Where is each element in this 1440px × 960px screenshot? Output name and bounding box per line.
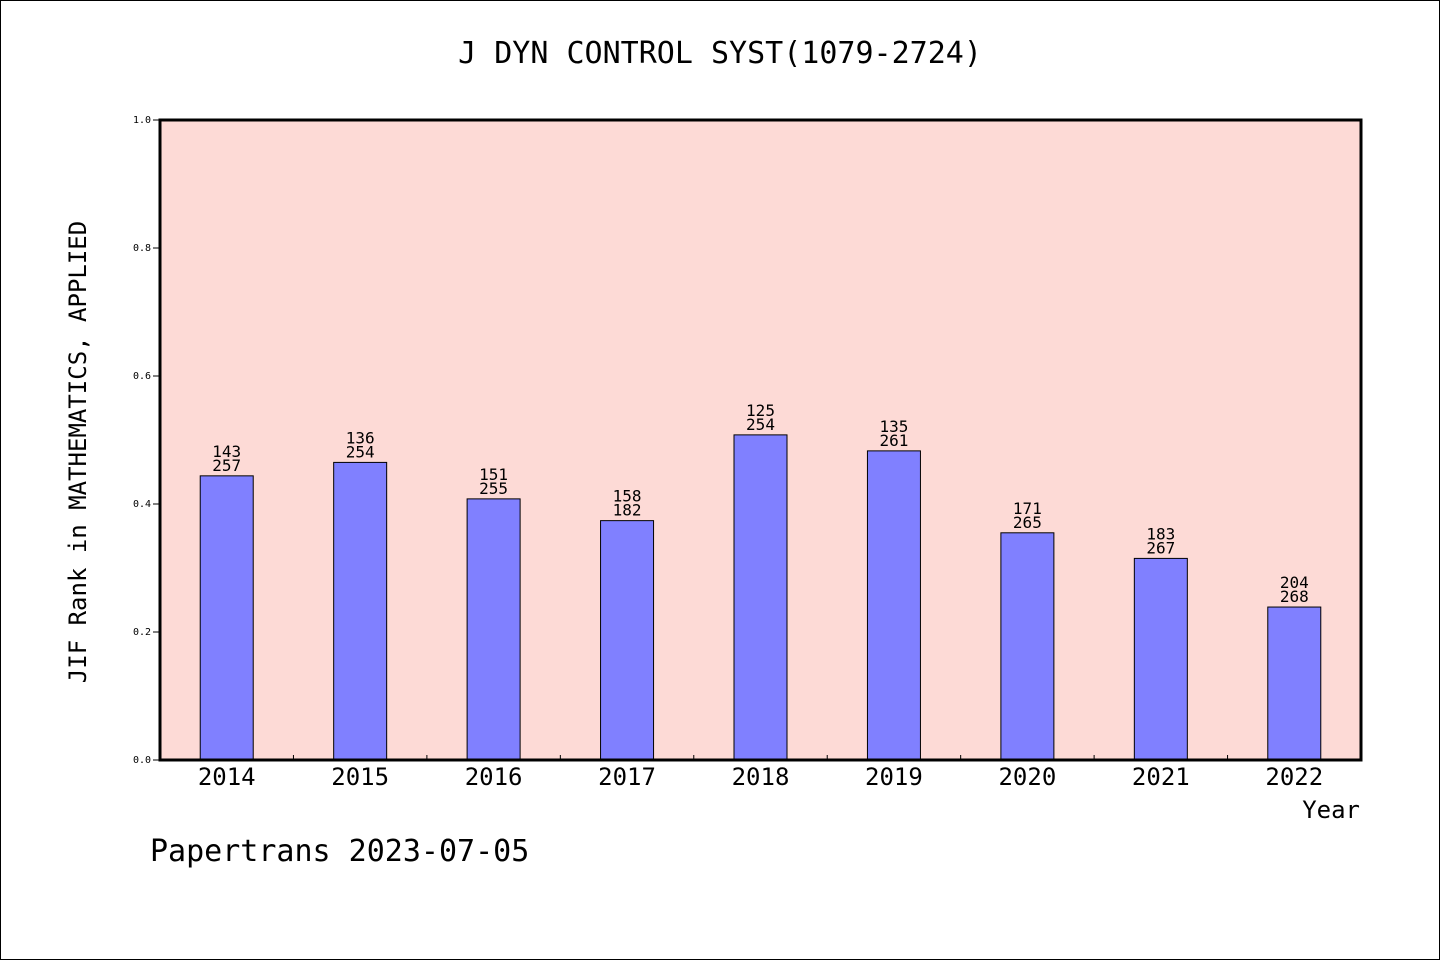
bar-label-rank: 143 [212,442,241,461]
bar [199,475,254,761]
bar-label-rank: 125 [746,401,775,420]
bar [600,520,655,761]
bar-label-total: 182 [613,501,642,520]
bar-label-rank: 151 [479,465,508,484]
bar [1133,557,1188,761]
bar-label-total: 261 [879,431,908,450]
y-tick-label: 0.8 [133,243,151,254]
bar [733,434,788,761]
bar [333,461,388,761]
x-tick-label: 2021 [1132,763,1190,791]
y-tick-label: 0.6 [133,371,151,382]
plot-border [158,118,1363,762]
bar-label-total: 255 [479,479,508,498]
bar [1267,606,1322,761]
chart-title: J DYN CONTROL SYST(1079-2724) [458,36,982,71]
y-tick-label: 1.0 [133,115,151,126]
bar-label-rank: 135 [879,417,908,436]
x-tick-label: 2022 [1265,763,1323,791]
bar-label-total: 254 [346,442,375,461]
y-tick-label: 0.2 [133,627,151,638]
y-tick-label: 0.0 [133,755,151,766]
x-tick-label: 2019 [865,763,923,791]
bar [1000,532,1055,761]
bar-label-total: 254 [746,415,775,434]
x-tick-label: 2018 [732,763,790,791]
bar [866,450,921,761]
bar-label-rank: 171 [1013,499,1042,518]
footer-note: Papertrans 2023-07-05 [150,834,530,869]
x-tick-label: 2015 [331,763,389,791]
bar-label-rank: 183 [1146,524,1175,543]
x-axis-label: Year [1302,796,1360,824]
x-tick-label: 2016 [465,763,523,791]
bar-label-rank: 136 [346,428,375,447]
x-tick-label: 2020 [998,763,1056,791]
y-tick-label: 0.4 [133,499,151,510]
bar-label-rank: 204 [1280,573,1309,592]
bar-label-total: 265 [1013,513,1042,532]
bar-label-total: 268 [1280,587,1309,606]
bar-label-rank: 158 [613,487,642,506]
x-tick-label: 2014 [198,763,256,791]
bar [466,498,521,761]
bar-label-total: 267 [1146,538,1175,557]
bar-label-total: 257 [212,456,241,475]
x-tick-label: 2017 [598,763,656,791]
